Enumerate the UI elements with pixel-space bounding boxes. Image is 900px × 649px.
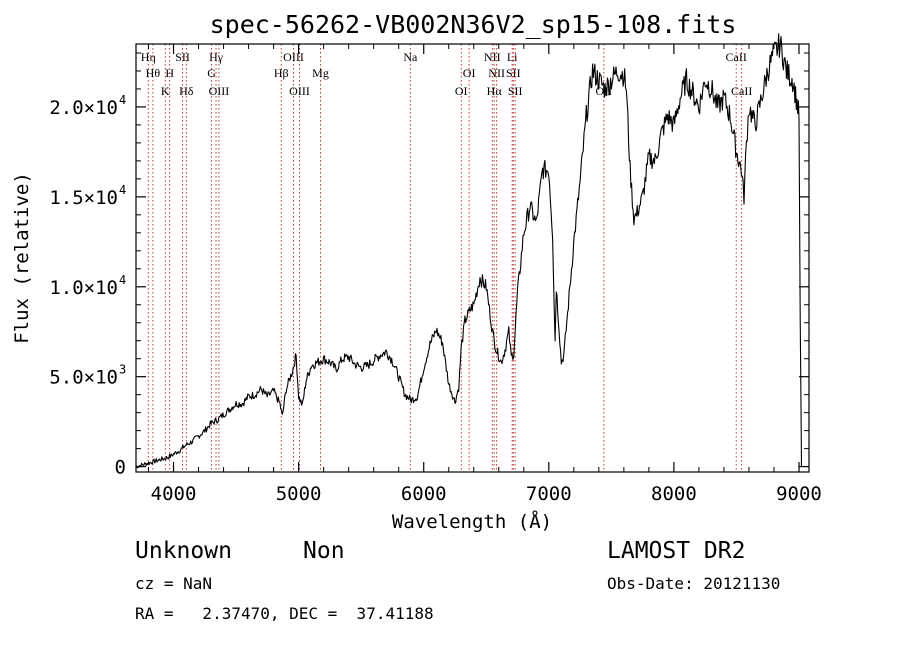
- spectral-line-label: OIII: [289, 84, 310, 98]
- spectral-line-label: SII: [506, 66, 521, 80]
- spectral-line-label: Hδ: [179, 84, 194, 98]
- spectral-line-label: Li: [507, 50, 518, 64]
- y-tick-exponent: 4: [119, 93, 126, 107]
- y-tick-exponent: 3: [119, 363, 126, 377]
- spectral-line-label: NII: [484, 50, 501, 64]
- y-tick-label: 1.0×10: [49, 277, 118, 299]
- survey-name: LAMOST DR2: [607, 538, 746, 564]
- spectral-line-label: Hθ: [146, 66, 161, 80]
- x-axis-label: Wavelength (Å): [392, 510, 552, 533]
- spectral-line-label: H: [165, 66, 174, 80]
- redshift-cz: cz = NaN: [135, 574, 213, 593]
- object-class: Unknown: [135, 538, 232, 564]
- spectral-line-label: Mg: [312, 66, 329, 80]
- spectral-line-markers: HηHθKHSIIHδHγGOIIIHβOIIIOIIIMgNaOIOINIIN…: [141, 44, 752, 472]
- spectral-line-label: Hβ: [274, 66, 289, 80]
- y-tick-label: 2.0×10: [49, 97, 118, 119]
- obs-date: Obs-Date: 20121130: [607, 574, 781, 593]
- x-tick-label: 6000: [401, 483, 447, 505]
- y-axis: 05.0×10 31.0×10 41.5×10 42.0×10 4: [49, 52, 809, 479]
- x-tick-label: 9000: [776, 483, 822, 505]
- spectral-line-label: OI: [463, 66, 476, 80]
- spectral-line-label: OI: [455, 84, 468, 98]
- spectral-line-label: OIII: [209, 84, 230, 98]
- spectral-line-label: NII: [488, 66, 505, 80]
- chart-title: spec-56262-VB002N36V2_sp15-108.fits: [210, 10, 737, 39]
- ra-dec: RA = 2.37470, DEC = 37.41188: [135, 604, 434, 623]
- y-tick-exponent: 4: [119, 183, 126, 197]
- x-tick-label: 8000: [651, 483, 697, 505]
- y-tick-label: 1.5×10: [49, 187, 118, 209]
- x-axis: 4000 5000 6000 7000 8000 9000: [148, 44, 822, 505]
- y-axis-label: Flux (relative): [11, 172, 33, 344]
- spectral-line-label: CaII: [731, 84, 752, 98]
- y-tick-label: 5.0×10: [49, 367, 118, 389]
- x-tick-label: 7000: [526, 483, 572, 505]
- y-tick-exponent: 4: [119, 273, 126, 287]
- x-tick-label: 4000: [151, 483, 197, 505]
- y-tick-label: 0: [115, 457, 126, 479]
- spectral-line-label: SII: [175, 50, 190, 64]
- spectral-line-label: G: [207, 66, 216, 80]
- spectral-line-label: Hη: [141, 50, 156, 64]
- spectral-line-label: Hα: [487, 84, 503, 98]
- spectral-line-label: CaII: [726, 50, 747, 64]
- spectral-line-label: K: [161, 84, 170, 98]
- object-subclass: Non: [303, 538, 345, 564]
- spectral-line-label: SII: [508, 84, 523, 98]
- plot-frame: [135, 43, 810, 473]
- spectral-line-label: Na: [403, 50, 418, 64]
- x-tick-label: 5000: [276, 483, 322, 505]
- spectrum-line: [135, 33, 803, 469]
- spectral-line-label: Hγ: [209, 50, 224, 64]
- spectral-line-label: OIII: [283, 50, 304, 64]
